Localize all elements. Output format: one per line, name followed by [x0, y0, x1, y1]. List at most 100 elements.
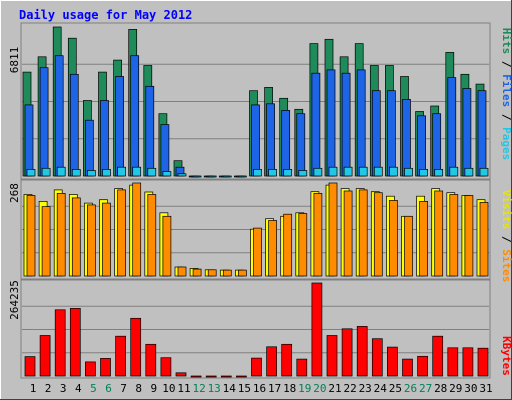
bar-files: [281, 110, 291, 177]
bar-sites: [268, 220, 277, 277]
bar-files: [145, 85, 155, 177]
bar-kbytes: [402, 358, 413, 377]
bar-kbytes: [432, 335, 444, 377]
bar-kbytes: [356, 326, 368, 377]
bar-files: [341, 72, 351, 177]
bar-files: [160, 124, 170, 177]
bar-files: [130, 55, 140, 177]
bar-sites: [419, 201, 428, 277]
x-tick-label: 22: [343, 382, 356, 395]
x-tick-label: 20: [313, 382, 326, 395]
bar-sites: [253, 227, 262, 277]
bar-pages: [207, 175, 217, 178]
bar-pages: [358, 166, 368, 177]
bar-kbytes: [39, 335, 51, 377]
x-tick-label: 15: [238, 382, 251, 395]
bar-pages: [479, 167, 489, 177]
bar-files: [477, 90, 487, 177]
bar-sites: [313, 193, 323, 277]
bar-sites: [117, 189, 126, 277]
side-label-separator: /: [500, 54, 512, 74]
side-label-hits: Hits: [500, 28, 512, 55]
bar-pages: [117, 166, 126, 177]
bar-files: [462, 88, 472, 177]
bar-files: [432, 113, 442, 177]
bar-kbytes: [100, 358, 111, 377]
x-tick-label: 1: [30, 382, 37, 395]
bar-files: [24, 104, 34, 177]
bar-files: [266, 103, 275, 177]
bar-files: [100, 100, 109, 177]
bar-kbytes: [251, 357, 262, 377]
bar-sites: [298, 213, 308, 277]
x-tick-label: 25: [389, 382, 402, 395]
x-tick-label: 29: [449, 382, 462, 395]
bar-sites: [207, 269, 217, 277]
side-label-separator: /: [500, 229, 512, 249]
bar-pages: [102, 169, 111, 177]
panel1-side-label: Hits / Files / Pages: [500, 28, 512, 161]
bar-pages: [283, 169, 293, 177]
bar-kbytes: [326, 335, 338, 377]
bar-pages: [464, 167, 474, 177]
bar-kbytes: [462, 347, 474, 377]
bar-pages: [222, 175, 232, 178]
panel-kbytes: [20, 279, 491, 379]
bar-sites: [464, 195, 474, 277]
bar-kbytes: [236, 375, 247, 378]
bar-kbytes: [281, 343, 293, 377]
bar-kbytes: [85, 361, 96, 377]
bar-kbytes: [130, 317, 142, 377]
bar-pages: [192, 175, 202, 178]
side-label-sites: Sites: [500, 249, 512, 282]
bar-sites: [177, 266, 187, 277]
bar-files: [311, 72, 321, 177]
x-tick-label: 19: [298, 382, 311, 395]
x-tick-label: 12: [192, 382, 205, 395]
bar-pages: [268, 169, 277, 177]
bar-sites: [87, 204, 96, 277]
x-tick-label: 21: [328, 382, 341, 395]
x-tick-label: 16: [253, 382, 266, 395]
side-label-pages: Pages: [500, 127, 512, 160]
bar-kbytes: [145, 343, 157, 377]
bar-kbytes: [477, 347, 489, 377]
bar-kbytes: [175, 372, 187, 377]
x-tick-label: 14: [223, 382, 237, 395]
bar-pages: [449, 166, 459, 177]
bar-kbytes: [160, 357, 172, 377]
bar-pages: [434, 169, 444, 177]
bar-sites: [162, 215, 172, 277]
panel3-max-label: 264235: [8, 280, 21, 320]
x-tick-label: 5: [90, 382, 97, 395]
bar-pages: [419, 169, 428, 177]
x-tick-label: 28: [434, 382, 447, 395]
bar-files: [417, 115, 426, 177]
bar-sites: [26, 195, 36, 277]
bar-pages: [41, 167, 51, 177]
x-tick-label: 30: [464, 382, 477, 395]
bar-pages: [162, 171, 172, 177]
bar-pages: [313, 167, 323, 177]
panel-hits-files-pages: [20, 22, 491, 180]
bar-sites: [328, 182, 338, 277]
bar-sites: [373, 192, 383, 277]
bar-pages: [132, 166, 142, 177]
x-tick-label: 11: [177, 382, 190, 395]
bar-files: [39, 67, 49, 177]
bar-files: [296, 113, 306, 177]
bar-pages: [56, 166, 66, 177]
bar-kbytes: [24, 356, 36, 377]
bar-pages: [328, 166, 338, 177]
bar-sites: [389, 200, 398, 277]
bar-files: [447, 77, 457, 177]
panel2-side-label: Visits / Sites: [500, 190, 512, 283]
bar-sites: [449, 194, 459, 277]
side-label-files: Files: [500, 74, 512, 107]
bar-sites: [238, 269, 247, 277]
x-tick-label: 10: [162, 382, 175, 395]
panel3-side-label: KBytes: [500, 336, 512, 376]
bar-kbytes: [266, 346, 277, 377]
